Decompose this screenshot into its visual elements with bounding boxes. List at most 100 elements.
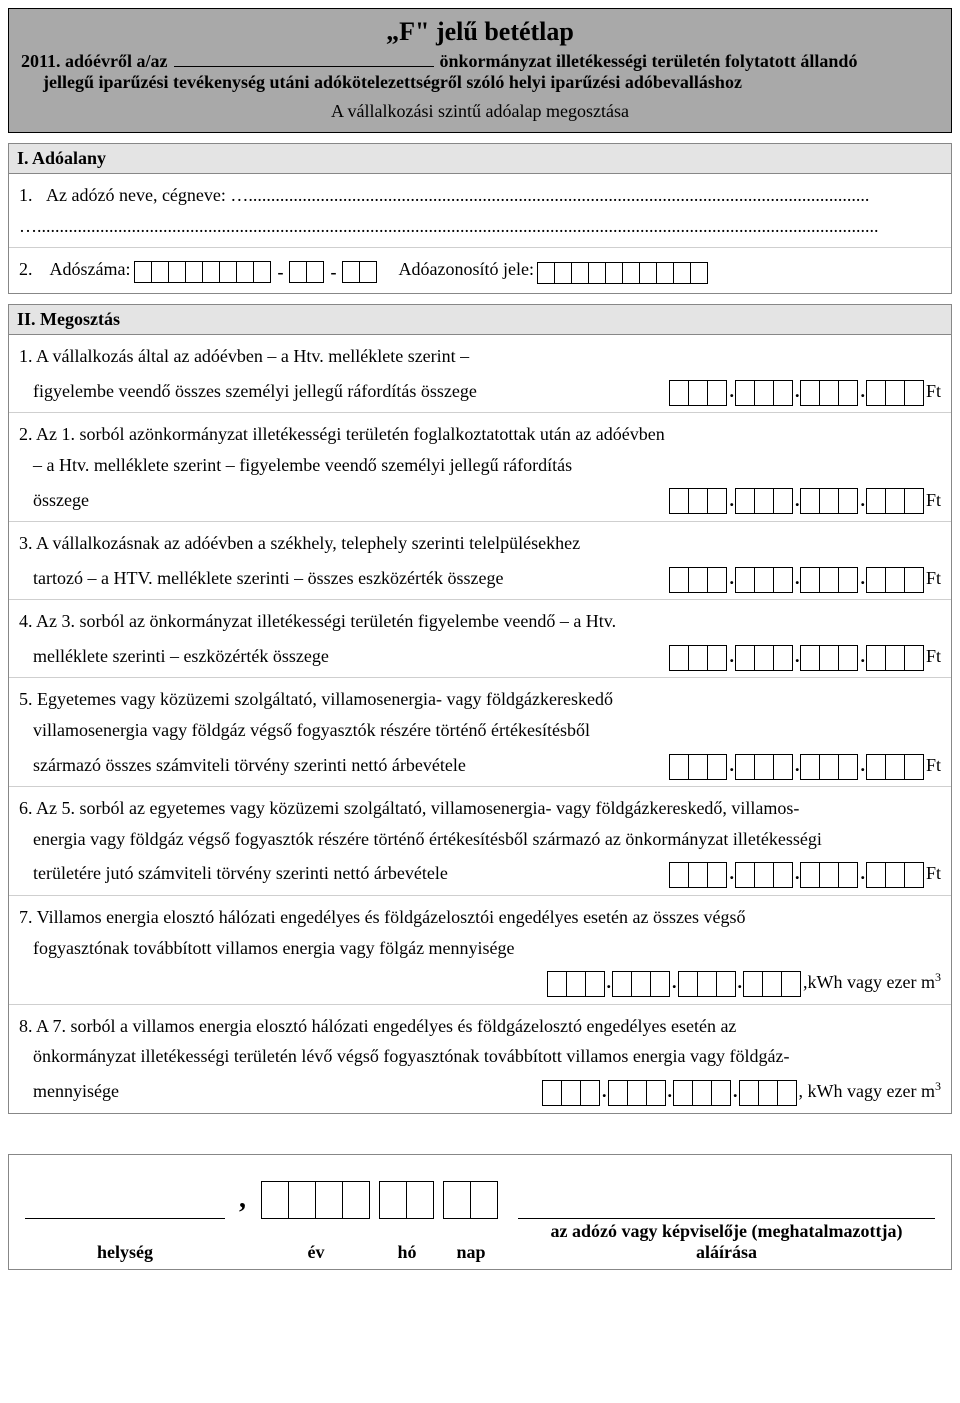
megosztas-row-4: 4. Az 3. sorból az önkormányzat illetéke… bbox=[9, 600, 951, 678]
amount-input[interactable] bbox=[674, 1076, 731, 1107]
amount-input[interactable] bbox=[801, 563, 858, 594]
row-text-b: – a Htv. melléklete szerint – figyelembe… bbox=[19, 450, 941, 481]
amount-input[interactable] bbox=[736, 750, 793, 781]
taxpayer-name-label: 1. Az adózó neve, cégneve: … bbox=[19, 185, 248, 205]
row-text-b: tartozó – a HTV. melléklete szerinti – ö… bbox=[19, 563, 670, 594]
megosztas-row-3: 3. A vállalkozásnak az adóévben a székhe… bbox=[9, 522, 951, 600]
amount-input[interactable] bbox=[736, 563, 793, 594]
section-adoalany: I. Adóalany 1. Az adózó neve, cégneve: …… bbox=[8, 143, 952, 294]
signature-labels-row: helység , év hó nap az adózó vagy képvis… bbox=[25, 1219, 935, 1263]
form-title: „F" jelű betétlap bbox=[21, 17, 939, 47]
unit: Ft bbox=[926, 376, 941, 407]
amount-input[interactable] bbox=[670, 376, 727, 407]
megosztas-row-2: 2. Az 1. sorból azönkormányzat illetékes… bbox=[9, 413, 951, 522]
amount-input[interactable] bbox=[867, 485, 924, 516]
unit: , kWh vagy ezer m3 bbox=[799, 1076, 941, 1107]
amount-input[interactable] bbox=[736, 641, 793, 672]
row-text-a: 8. A 7. sorból a villamos energia eloszt… bbox=[19, 1011, 941, 1042]
tax-number-input[interactable]: - - bbox=[135, 255, 377, 287]
amount-input[interactable] bbox=[736, 376, 793, 407]
amount-input[interactable] bbox=[867, 750, 924, 781]
amount-input[interactable] bbox=[670, 750, 727, 781]
row-text-a: 5. Egyetemes vagy közüzemi szolgáltató, … bbox=[19, 684, 941, 715]
form-header: „F" jelű betétlap 2011. adóévről a/az ön… bbox=[8, 8, 952, 133]
row-text-a: 4. Az 3. sorból az önkormányzat illetéke… bbox=[19, 606, 941, 637]
row-text-b: energia vagy földgáz végső fogyasztók ré… bbox=[19, 824, 941, 855]
section-megosztas: II. Megosztás 1. A vállalkozás által az … bbox=[8, 304, 952, 1113]
megosztas-row-8: 8. A 7. sorból a villamos energia eloszt… bbox=[9, 1005, 951, 1113]
row-text-a: 1. A vállalkozás által az adóévben – a H… bbox=[19, 341, 941, 372]
megosztas-row-6: 6. Az 5. sorból az egyetemes vagy közüze… bbox=[9, 787, 951, 896]
year-label: év bbox=[262, 1242, 370, 1263]
amount-input[interactable] bbox=[670, 858, 727, 889]
amount-input[interactable] bbox=[867, 376, 924, 407]
tax-number-row: 2. Adószáma: - - Adóazonosító jele: bbox=[9, 248, 951, 293]
unit: ,kWh vagy ezer m3 bbox=[803, 967, 941, 998]
header-line-2: jellegű iparűzési tevékenység utáni adók… bbox=[21, 72, 939, 93]
megosztas-row-7: 7. Villamos energia elosztó hálózati eng… bbox=[9, 896, 951, 1005]
row-text-c: származó összes számviteli törvény szeri… bbox=[19, 750, 670, 781]
municipality-blank[interactable] bbox=[174, 66, 434, 67]
amount-input[interactable] bbox=[867, 563, 924, 594]
row-text-a: 7. Villamos energia elosztó hálózati eng… bbox=[19, 902, 941, 933]
amount-input[interactable] bbox=[613, 967, 670, 998]
megosztas-row-1: 1. A vállalkozás által az adóévben – a H… bbox=[9, 335, 951, 413]
amount-input[interactable] bbox=[670, 485, 727, 516]
signature-line[interactable] bbox=[518, 1190, 935, 1219]
row-text-b: önkormányzat illetékességi területén lév… bbox=[19, 1041, 941, 1072]
amount-input[interactable] bbox=[867, 641, 924, 672]
unit: Ft bbox=[926, 485, 941, 516]
amount-input[interactable] bbox=[670, 641, 727, 672]
row-text-a: 3. A vállalkozásnak az adóévben a székhe… bbox=[19, 528, 941, 559]
megosztas-row-5: 5. Egyetemes vagy közüzemi szolgáltató, … bbox=[9, 678, 951, 787]
name-dots-2[interactable]: ........................................… bbox=[37, 216, 879, 236]
amount-input[interactable] bbox=[801, 485, 858, 516]
place-label: helység bbox=[25, 1242, 225, 1263]
row-text-c: összege bbox=[19, 485, 670, 516]
amount-input[interactable] bbox=[740, 1076, 797, 1107]
unit: Ft bbox=[926, 858, 941, 889]
month-label: hó bbox=[380, 1242, 434, 1263]
year-prefix: 2011. adóévről a/az bbox=[21, 51, 168, 71]
amount-input[interactable] bbox=[801, 858, 858, 889]
taxpayer-name-row: 1. Az adózó neve, cégneve: …............… bbox=[9, 174, 951, 248]
name-dots-1[interactable]: ........................................… bbox=[248, 185, 869, 205]
row-text-a: 2. Az 1. sorból azönkormányzat illetékes… bbox=[19, 419, 941, 450]
sign-label: az adózó vagy képviselője (meghatalmazot… bbox=[518, 1221, 935, 1263]
amount-input[interactable] bbox=[801, 750, 858, 781]
row-text-b: melléklete szerinti – eszközérték összeg… bbox=[19, 641, 670, 672]
header-line-1: 2011. adóévről a/az önkormányzat illeték… bbox=[21, 51, 939, 72]
amount-input[interactable] bbox=[670, 563, 727, 594]
amount-input[interactable] bbox=[736, 858, 793, 889]
date-day-input[interactable] bbox=[444, 1181, 498, 1219]
date-month-input[interactable] bbox=[380, 1181, 434, 1219]
line1-suffix: önkormányzat illetékességi területén fol… bbox=[440, 51, 858, 71]
amount-input[interactable] bbox=[543, 1076, 600, 1107]
name-line-2-prefix: … bbox=[19, 216, 37, 236]
section-1-heading: I. Adóalany bbox=[9, 144, 951, 174]
row-text-b: villamosenergia vagy földgáz végső fogya… bbox=[19, 715, 941, 746]
header-subtitle: A vállalkozási szintű adóalap megosztása bbox=[21, 101, 939, 122]
amount-input[interactable] bbox=[679, 967, 736, 998]
row-text-b: fogyasztónak továbbított villamos energi… bbox=[19, 933, 941, 964]
amount-input[interactable] bbox=[548, 967, 605, 998]
row-text-c: területére jutó számviteli törvény szeri… bbox=[19, 858, 670, 889]
section-2-heading: II. Megosztás bbox=[9, 305, 951, 335]
amount-input[interactable] bbox=[609, 1076, 666, 1107]
unit: Ft bbox=[926, 641, 941, 672]
tax-id-input[interactable] bbox=[538, 256, 708, 287]
amount-input[interactable] bbox=[867, 858, 924, 889]
amount-input[interactable] bbox=[736, 485, 793, 516]
tax-id-label: Adóazonosító jele: bbox=[399, 259, 534, 279]
amount-input[interactable] bbox=[744, 967, 801, 998]
row-text-b: figyelembe veendő összes személyi jelleg… bbox=[19, 376, 670, 407]
place-line[interactable] bbox=[25, 1190, 225, 1219]
unit: Ft bbox=[926, 750, 941, 781]
comma: , bbox=[235, 1183, 252, 1219]
signature-box: , helység , év hó nap az adózó vagy képv… bbox=[8, 1154, 952, 1270]
date-year-input[interactable] bbox=[262, 1181, 370, 1219]
amount-input[interactable] bbox=[801, 641, 858, 672]
amount-input[interactable] bbox=[801, 376, 858, 407]
row2-num: 2. bbox=[19, 259, 33, 279]
signature-row: , bbox=[25, 1181, 935, 1219]
